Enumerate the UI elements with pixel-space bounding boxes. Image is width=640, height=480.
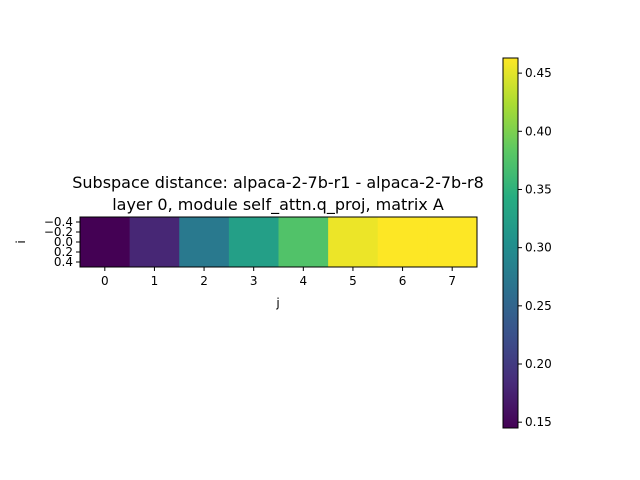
colorbar-tick-label: 0.15 xyxy=(525,415,552,429)
heatmap-cell xyxy=(228,217,279,267)
colorbar xyxy=(502,57,519,429)
heatmap-cell xyxy=(129,217,180,267)
colorbar-tick-label: 0.35 xyxy=(525,182,552,196)
x-tick-label: 0 xyxy=(101,274,109,288)
heatmap-cell xyxy=(427,217,478,267)
chart-title-line-2: layer 0, module self_attn.q_proj, matrix… xyxy=(112,195,444,215)
y-tick-label: −0.4 xyxy=(44,215,73,229)
heatmap-cell xyxy=(377,217,428,267)
y-axis-label: i xyxy=(14,240,28,243)
colorbar-tick-label: 0.25 xyxy=(525,299,552,313)
x-axis: 0 1 2 3 4 5 6 7 xyxy=(101,267,456,288)
heatmap-cell xyxy=(179,217,230,267)
x-tick-label: 7 xyxy=(448,274,456,288)
y-tick-label: 0.0 xyxy=(54,235,73,249)
y-tick-label: 0.4 xyxy=(54,255,73,269)
chart-title-line-1: Subspace distance: alpaca-2-7b-r1 - alpa… xyxy=(72,173,484,192)
y-tick-label: −0.2 xyxy=(44,225,73,239)
y-axis: −0.4−0.20.00.20.4 xyxy=(44,215,80,269)
heatmap-cell xyxy=(328,217,379,267)
y-tick-label: 0.2 xyxy=(54,245,73,259)
colorbar-tick-label: 0.40 xyxy=(525,124,552,138)
colorbar-ticks: 0.15 0.20 0.25 0.30 0.35 0.40 0.45 xyxy=(518,66,552,429)
heatmap-cell xyxy=(278,217,329,267)
x-tick-label: 5 xyxy=(349,274,357,288)
colorbar-tick-label: 0.20 xyxy=(525,357,552,371)
heatmap-cell xyxy=(80,217,131,267)
x-tick-label: 1 xyxy=(151,274,159,288)
colorbar-tick-label: 0.45 xyxy=(525,66,552,80)
x-tick-label: 3 xyxy=(250,274,258,288)
x-axis-label: j xyxy=(275,296,279,310)
x-tick-label: 2 xyxy=(200,274,208,288)
x-tick-label: 4 xyxy=(299,274,307,288)
colorbar-tick-label: 0.30 xyxy=(525,241,552,255)
x-tick-label: 6 xyxy=(399,274,407,288)
heatmap-cells xyxy=(80,217,478,267)
